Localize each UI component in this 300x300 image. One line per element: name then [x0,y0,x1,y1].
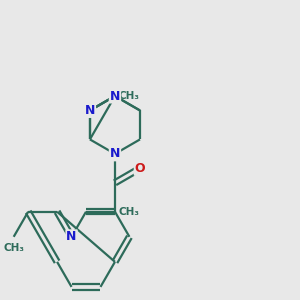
Text: N: N [110,147,120,161]
Text: N: N [66,230,77,243]
Text: CH₃: CH₃ [3,243,24,253]
Text: CH₃: CH₃ [118,207,140,217]
Text: CH₃: CH₃ [118,91,140,101]
Text: N: N [85,104,95,117]
Text: O: O [135,162,145,175]
Text: N: N [110,89,120,103]
